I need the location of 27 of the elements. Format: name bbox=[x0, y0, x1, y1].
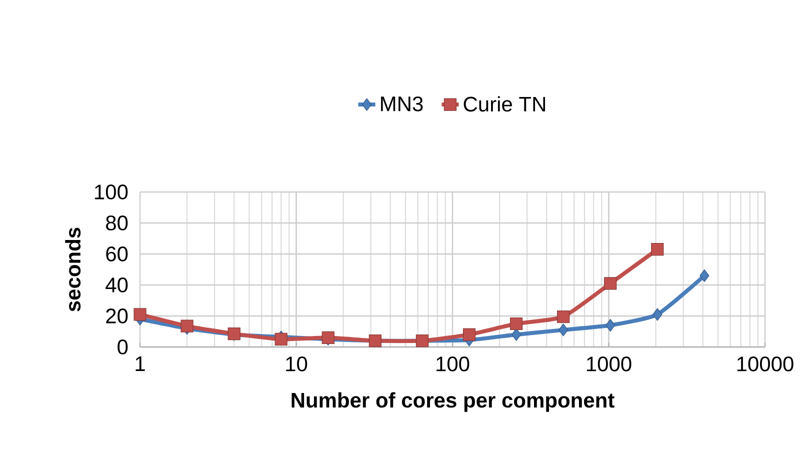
y-tick-label: 0 bbox=[118, 340, 128, 354]
x-tick-label: 1 bbox=[136, 356, 145, 371]
point bbox=[274, 332, 288, 346]
point bbox=[134, 308, 146, 321]
y-tick-label: 100 bbox=[95, 184, 128, 200]
x-tick-label: 1000 bbox=[586, 356, 632, 372]
point bbox=[462, 328, 476, 341]
point bbox=[651, 243, 664, 256]
legend-label: Curie TN bbox=[464, 96, 546, 112]
point bbox=[510, 317, 523, 330]
y-tick-label: 60 bbox=[106, 246, 128, 262]
point bbox=[557, 310, 570, 324]
x-axis-title: Number of cores per component bbox=[292, 392, 614, 412]
point bbox=[700, 269, 710, 282]
y-tick-label: 20 bbox=[106, 308, 128, 324]
point bbox=[652, 308, 662, 321]
point bbox=[180, 320, 194, 332]
x-tick-label: 100 bbox=[436, 356, 470, 372]
y-tick-label: 80 bbox=[106, 216, 128, 230]
x-tick-label: 10 bbox=[286, 356, 308, 372]
y-axis-title: seconds bbox=[65, 228, 81, 312]
x-tick-label: 10000 bbox=[737, 356, 794, 372]
point bbox=[558, 324, 568, 336]
point bbox=[604, 277, 617, 290]
legend-label: MN3 bbox=[381, 96, 423, 112]
point bbox=[606, 318, 616, 332]
y-tick-label: 40 bbox=[106, 278, 128, 292]
